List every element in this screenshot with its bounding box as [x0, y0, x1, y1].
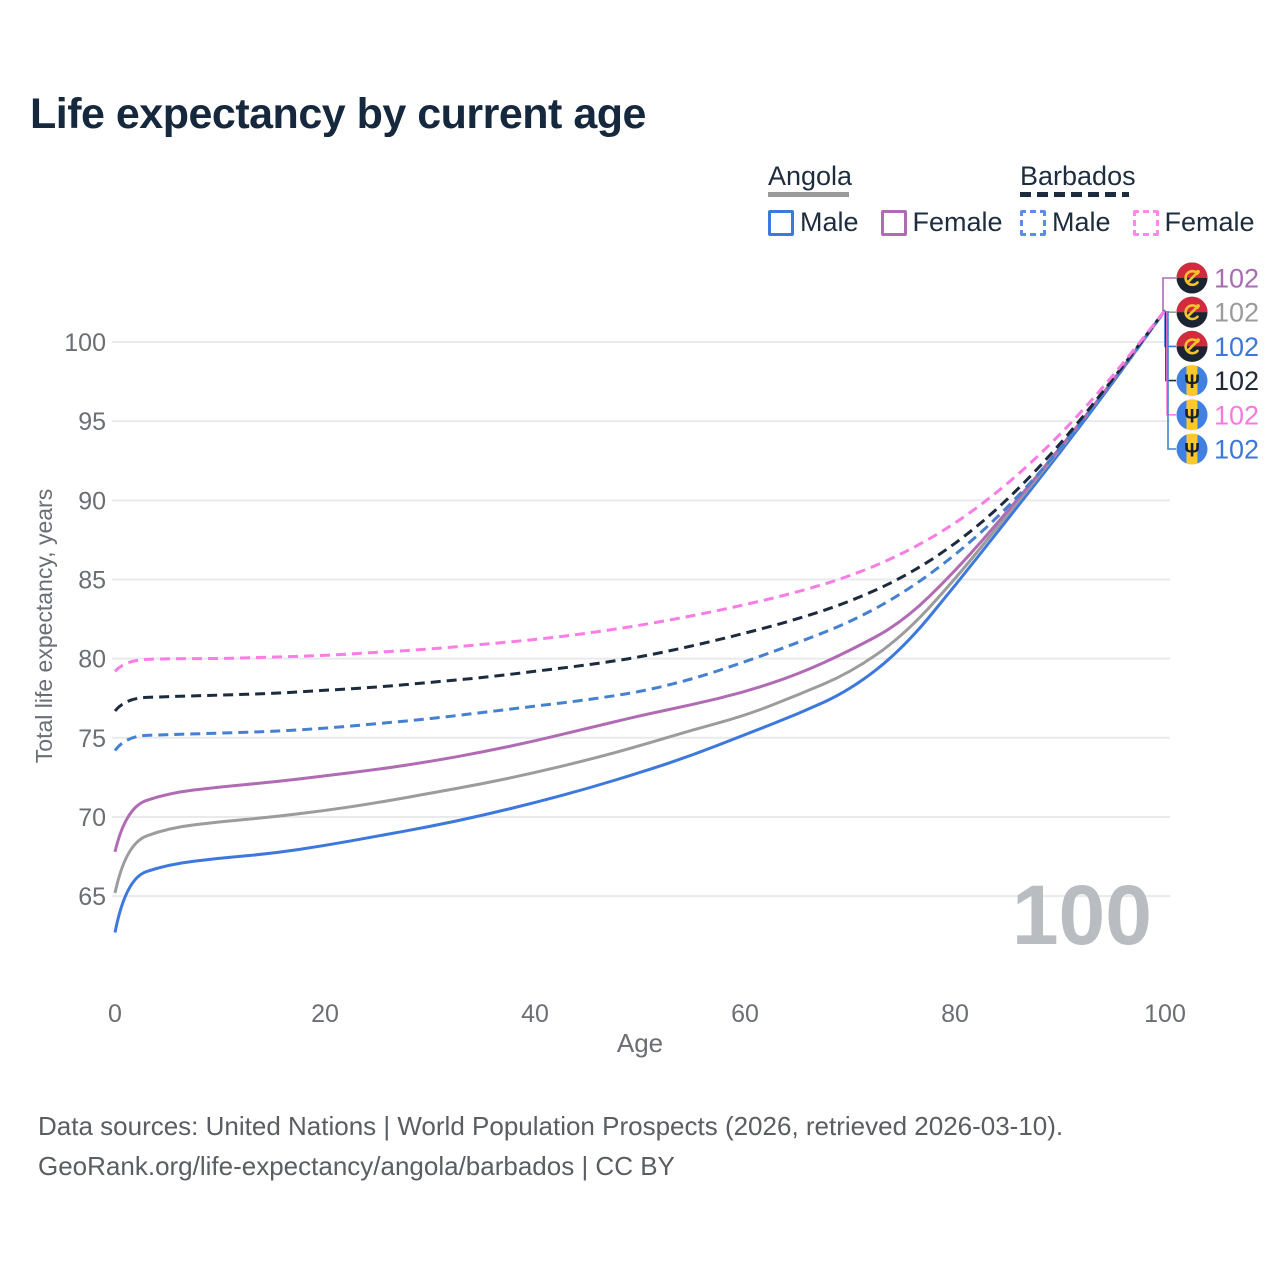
chart-footer: Data sources: United Nations | World Pop…	[38, 1106, 1063, 1186]
legend-group-angola: Angola Male Female	[768, 161, 1025, 238]
barbados-flag-icon: Ψ	[1176, 399, 1208, 431]
barbados-flag-icon: Ψ	[1176, 433, 1208, 465]
legend-underline-angola-solid	[768, 192, 849, 197]
series-line-angola_both	[113, 309, 1167, 894]
angola-flag-icon	[1176, 330, 1208, 362]
y-tick-label-95: 95	[78, 408, 106, 436]
barbados-flag-icon: Ψ	[1176, 365, 1208, 397]
legend-swatch-angola-female	[880, 209, 907, 236]
page-title: Life expectancy by current age	[30, 90, 646, 138]
end-value-label-angola_male: 102	[1214, 332, 1259, 362]
leader-line-barbados_female	[1166, 311, 1176, 416]
x-tick-label-60: 60	[731, 1000, 759, 1028]
trident-glyph: Ψ	[1184, 441, 1199, 462]
age-counter-watermark: 100	[1012, 868, 1152, 962]
y-tick-label-70: 70	[78, 804, 106, 832]
legend-item-angola-female[interactable]: Female	[880, 207, 1003, 238]
leader-line-angola_female	[1162, 277, 1176, 311]
trident-glyph: Ψ	[1184, 406, 1199, 427]
y-tick-label-80: 80	[78, 646, 106, 674]
series-line-barbados_male	[113, 309, 1167, 752]
legend-label-angola-male: Male	[800, 207, 859, 237]
legend-item-angola-male[interactable]: Male	[768, 207, 859, 238]
legend-label-angola-female: Female	[912, 207, 1003, 237]
y-tick-label-90: 90	[78, 487, 106, 515]
legend-label-barbados-female: Female	[1164, 207, 1255, 237]
end-value-label-barbados_both: 102	[1214, 366, 1259, 396]
y-tick-label-85: 85	[78, 566, 106, 594]
series-line-angola_male	[113, 309, 1167, 933]
legend-swatch-barbados-male	[1020, 209, 1046, 236]
end-value-label-barbados_female: 102	[1214, 400, 1259, 430]
x-tick-label-0: 0	[108, 1000, 122, 1028]
end-value-label-angola_both: 102	[1214, 298, 1259, 328]
legend-item-barbados-male[interactable]: Male	[1020, 207, 1111, 238]
y-tick-label-100: 100	[64, 329, 106, 357]
trident-glyph: Ψ	[1184, 372, 1199, 393]
y-tick-label-65: 65	[78, 883, 106, 911]
legend-swatch-angola-male	[768, 209, 794, 236]
series-line-barbados_both	[113, 309, 1167, 712]
leader-line-barbados_male	[1167, 311, 1176, 450]
series-line-barbados_female	[113, 309, 1167, 673]
end-value-label-barbados_male: 102	[1214, 435, 1259, 465]
series-line-angola_female	[113, 309, 1167, 853]
y-axis-title: Total life expectancy, years	[31, 489, 57, 763]
legend-underline-barbados-dashed	[1020, 192, 1129, 197]
end-value-label-angola_female: 102	[1214, 264, 1259, 294]
footer-data-sources: Data sources: United Nations | World Pop…	[38, 1111, 1064, 1141]
leader-line-barbados_both	[1165, 311, 1176, 382]
legend-label-barbados-male: Male	[1052, 207, 1111, 237]
angola-flag-icon	[1176, 296, 1208, 328]
leader-line-angola_male	[1164, 311, 1176, 348]
legend-item-barbados-female[interactable]: Female	[1132, 207, 1255, 238]
legend-country-barbados: Barbados	[1020, 161, 1136, 191]
x-tick-label-100: 100	[1144, 1000, 1186, 1028]
x-tick-label-40: 40	[521, 1000, 549, 1028]
footer-attribution: GeoRank.org/life-expectancy/angola/barba…	[38, 1151, 675, 1181]
x-tick-label-80: 80	[941, 1000, 969, 1028]
y-tick-label-75: 75	[78, 725, 106, 753]
legend-country-angola: Angola	[768, 161, 853, 191]
x-tick-label-20: 20	[311, 1000, 339, 1028]
x-axis-title: Age	[617, 1028, 663, 1058]
angola-flag-icon	[1176, 262, 1208, 294]
legend-group-barbados: Barbados Male Female	[1020, 161, 1277, 238]
legend-swatch-barbados-female	[1132, 209, 1159, 236]
